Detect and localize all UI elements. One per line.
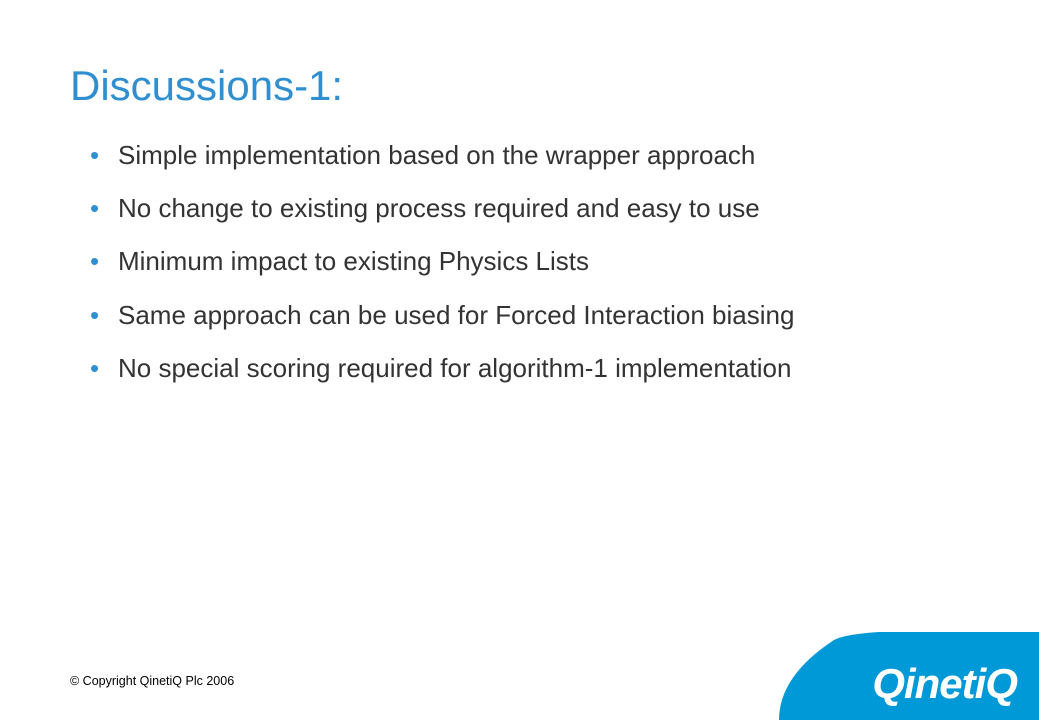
- list-item: No special scoring required for algorith…: [90, 353, 970, 384]
- slide: Discussions-1: Simple implementation bas…: [0, 0, 1039, 720]
- list-item: No change to existing process required a…: [90, 193, 970, 224]
- list-item: Simple implementation based on the wrapp…: [90, 140, 970, 171]
- bullet-list: Simple implementation based on the wrapp…: [90, 140, 970, 406]
- list-item: Minimum impact to existing Physics Lists: [90, 246, 970, 277]
- copyright-text: © Copyright QinetiQ Plc 2006: [70, 674, 234, 688]
- slide-title: Discussions-1:: [70, 62, 343, 110]
- logo-text: QinetiQ: [872, 660, 1017, 708]
- logo-region: QinetiQ: [779, 620, 1039, 720]
- list-item: Same approach can be used for Forced Int…: [90, 300, 970, 331]
